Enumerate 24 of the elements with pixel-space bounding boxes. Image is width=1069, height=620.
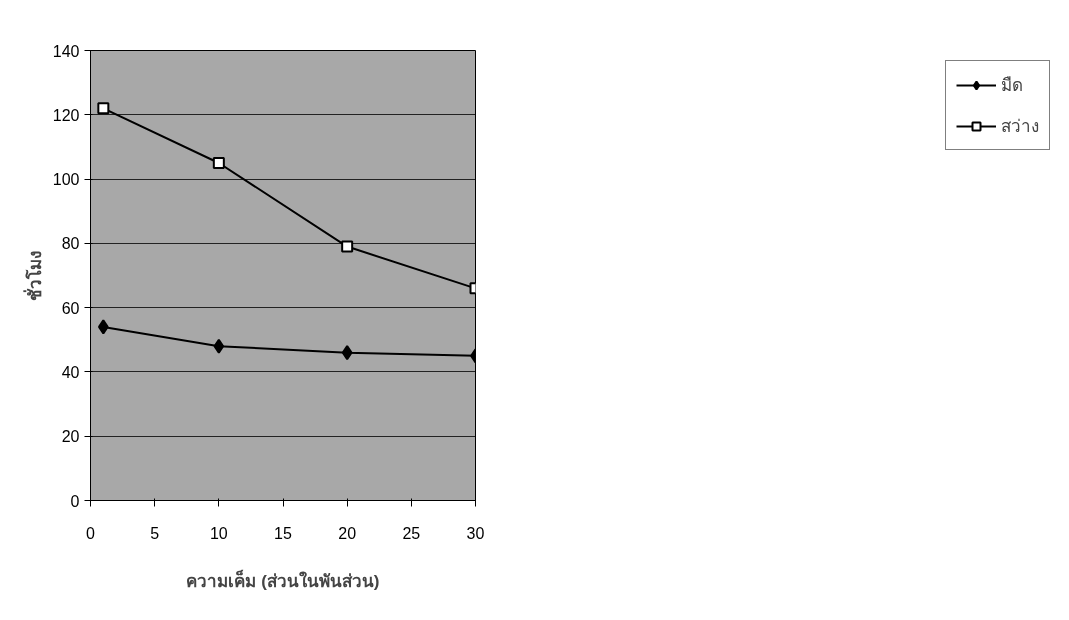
legend-label: สว่าง xyxy=(1001,116,1039,138)
y-tick-label: 20 xyxy=(61,428,80,446)
x-axis-title: ความเค็ม (ส่วนในพันส่วน) xyxy=(186,568,380,591)
point xyxy=(341,345,353,361)
point xyxy=(341,240,354,253)
y-axis-title: ชั่วโมง xyxy=(22,250,45,301)
legend-label: มืด xyxy=(1001,75,1023,97)
x-tick-label: 5 xyxy=(150,524,160,542)
point xyxy=(212,157,225,169)
y-tick-label: 140 xyxy=(52,42,80,60)
x-tick-label: 20 xyxy=(338,524,357,542)
point xyxy=(213,338,225,354)
point xyxy=(97,102,110,115)
y-tick-label: 80 xyxy=(61,235,80,253)
y-tick-label: 120 xyxy=(52,106,80,124)
x-tick-label: 30 xyxy=(466,524,485,542)
y-tick-label: 60 xyxy=(61,299,80,317)
x-tick-label: 10 xyxy=(209,524,228,542)
y-tick-label: 0 xyxy=(70,492,80,510)
x-tick-label: 15 xyxy=(274,524,292,542)
y-tick-label: 40 xyxy=(61,363,80,381)
y-tick-label: 100 xyxy=(52,171,80,189)
x-tick-label: 25 xyxy=(402,524,421,542)
x-tick-label: 0 xyxy=(86,524,96,542)
